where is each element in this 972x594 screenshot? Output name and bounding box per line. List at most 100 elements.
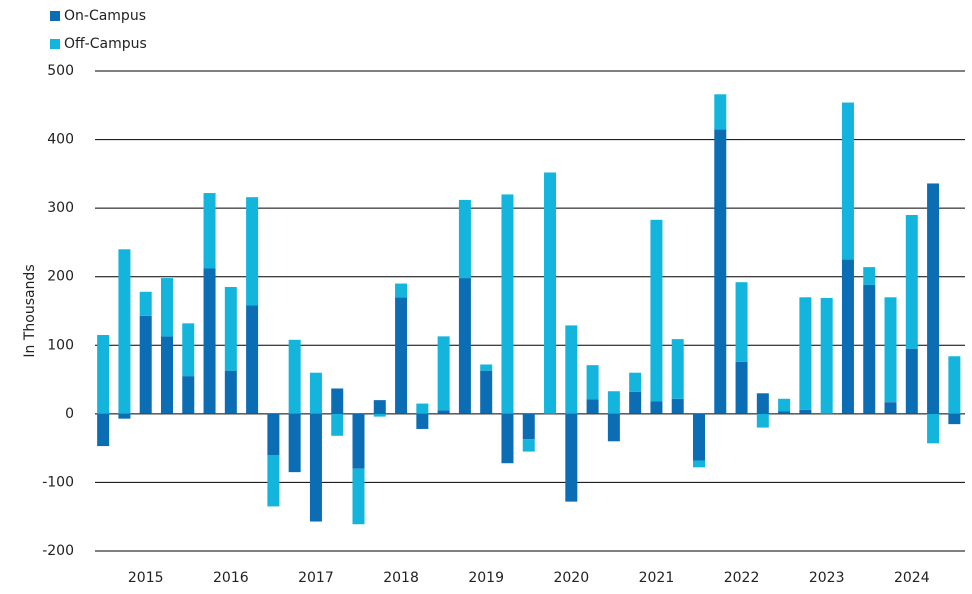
x-tick-label: 2016 [213, 570, 249, 586]
bar [884, 402, 897, 414]
bar [437, 410, 450, 414]
bar [544, 172, 557, 414]
bar [735, 361, 748, 414]
bar [756, 393, 769, 414]
x-tick-label: 2020 [553, 570, 589, 586]
bar [778, 411, 791, 414]
bar [288, 339, 301, 414]
x-tick-label: 2018 [383, 570, 419, 586]
bar [246, 197, 259, 306]
bar [203, 193, 216, 269]
bar [118, 249, 131, 414]
bar [224, 370, 237, 414]
y-tick-label: -200 [42, 543, 74, 559]
bar [671, 398, 684, 414]
x-tick-label: 2024 [894, 570, 930, 586]
bar [437, 336, 450, 411]
bar [395, 297, 408, 414]
bar [714, 94, 727, 130]
bar [480, 364, 493, 371]
bar [671, 339, 684, 399]
bar [352, 468, 365, 525]
bar [309, 413, 322, 522]
x-tick-label: 2021 [639, 570, 675, 586]
bar [480, 370, 493, 414]
bar [629, 372, 642, 392]
bar [820, 297, 833, 414]
bar [203, 268, 216, 414]
bar [905, 215, 918, 349]
bar [863, 267, 876, 285]
bar [629, 391, 642, 414]
y-axis-title: In Thousands [22, 264, 38, 357]
bar [607, 413, 620, 442]
bar [927, 183, 940, 414]
bar [522, 439, 535, 452]
bar [267, 413, 280, 455]
bar [331, 413, 344, 436]
bar [501, 194, 514, 414]
legend-swatch [50, 11, 60, 21]
bar [288, 413, 301, 473]
bar [97, 413, 110, 447]
bar [841, 259, 854, 414]
bar [863, 284, 876, 414]
bar [97, 335, 110, 414]
bar [139, 291, 152, 316]
bar [373, 400, 386, 414]
x-tick-label: 2023 [809, 570, 845, 586]
legend-swatch [50, 39, 60, 49]
y-tick-label: 500 [47, 63, 74, 79]
bar [692, 413, 705, 461]
bar [373, 413, 386, 417]
bar [905, 348, 918, 414]
bar [650, 219, 663, 402]
bar [395, 283, 408, 298]
bar [586, 365, 599, 400]
bar [309, 372, 322, 414]
y-tick-label: 300 [47, 200, 74, 216]
bar [352, 413, 365, 469]
bar [948, 413, 961, 425]
bar [160, 278, 173, 337]
bar [246, 305, 259, 414]
bar [756, 413, 769, 428]
bar [182, 323, 195, 377]
bar [139, 315, 152, 414]
bar [692, 460, 705, 468]
bar [416, 403, 429, 414]
bar [778, 398, 791, 412]
bar [841, 102, 854, 260]
bar [118, 413, 131, 419]
bar [416, 413, 429, 429]
y-tick-label: 100 [47, 337, 74, 353]
x-tick-label: 2022 [724, 570, 760, 586]
bar [331, 388, 344, 414]
bar [458, 199, 471, 279]
bar [565, 325, 578, 414]
x-tick-label: 2017 [298, 570, 334, 586]
bar [799, 297, 812, 410]
bar [650, 401, 663, 414]
bar [586, 399, 599, 414]
bar [884, 297, 897, 403]
bar [224, 287, 237, 371]
y-tick-label: 200 [47, 269, 74, 285]
bar [182, 376, 195, 414]
bar [458, 278, 471, 414]
bar [607, 391, 620, 414]
y-tick-label: -100 [42, 474, 74, 490]
bar [160, 336, 173, 414]
bar [522, 413, 535, 440]
x-tick-label: 2015 [128, 570, 164, 586]
bar [501, 413, 514, 464]
x-tick-label: 2019 [468, 570, 504, 586]
bar [735, 282, 748, 362]
bar [565, 413, 578, 502]
bar [714, 129, 727, 414]
y-tick-label: 0 [65, 406, 74, 422]
y-tick-label: 400 [47, 132, 74, 148]
bar [948, 356, 961, 414]
bar [927, 413, 940, 444]
